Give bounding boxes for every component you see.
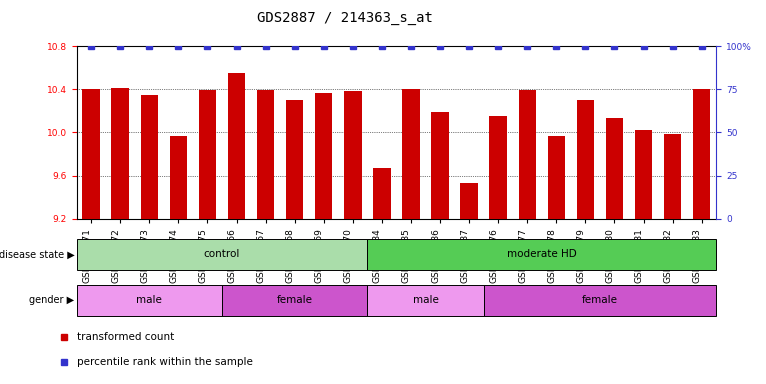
Bar — [693, 89, 710, 219]
Text: moderate HD: moderate HD — [507, 249, 577, 260]
Bar — [489, 116, 507, 219]
Bar — [286, 100, 303, 219]
Text: control: control — [204, 249, 241, 260]
Bar — [368, 285, 483, 316]
Bar — [664, 134, 681, 219]
Bar — [228, 73, 245, 219]
Bar — [141, 95, 158, 219]
Text: male: male — [136, 295, 162, 306]
Text: male: male — [413, 295, 438, 306]
Bar — [577, 100, 594, 219]
Bar — [198, 90, 216, 219]
Bar — [83, 89, 100, 219]
Bar — [222, 285, 368, 316]
Bar — [483, 285, 716, 316]
Bar — [635, 130, 653, 219]
Text: transformed count: transformed count — [77, 331, 175, 341]
Bar — [257, 90, 274, 219]
Text: GDS2887 / 214363_s_at: GDS2887 / 214363_s_at — [257, 11, 433, 25]
Bar — [519, 90, 536, 219]
Bar — [606, 118, 624, 219]
Bar — [548, 136, 565, 219]
Bar — [460, 183, 478, 219]
Bar — [368, 239, 716, 270]
Bar — [373, 168, 391, 219]
Bar — [112, 88, 129, 219]
Bar — [77, 239, 368, 270]
Bar — [402, 89, 420, 219]
Text: disease state ▶: disease state ▶ — [0, 249, 74, 260]
Text: female: female — [277, 295, 313, 306]
Text: percentile rank within the sample: percentile rank within the sample — [77, 358, 253, 367]
Bar — [344, 91, 362, 219]
Text: female: female — [582, 295, 618, 306]
Bar — [77, 285, 222, 316]
Text: gender ▶: gender ▶ — [29, 295, 74, 306]
Bar — [169, 136, 187, 219]
Bar — [431, 112, 449, 219]
Bar — [315, 93, 332, 219]
